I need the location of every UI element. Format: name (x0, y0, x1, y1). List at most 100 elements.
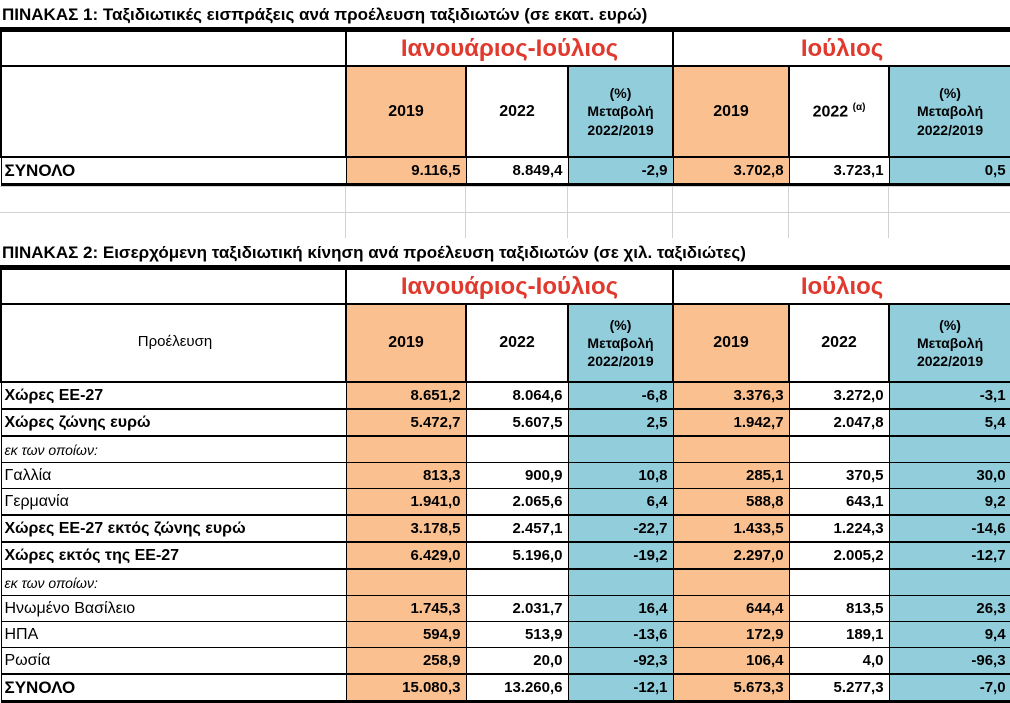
cell-jul-change: 0,5 (888, 156, 1010, 186)
row-label: Χώρες ζώνης ευρώ (0, 408, 347, 437)
cell-janjul-2019: 6.429,0 (345, 541, 467, 570)
row-label: Γαλλία (0, 462, 347, 489)
blank-grid-rows (0, 186, 1010, 238)
cell-jul-change: -7,0 (888, 673, 1010, 703)
table1-col-jul-change: (%) Μεταβολή 2022/2019 (888, 65, 1010, 158)
blank-cell (344, 186, 466, 213)
cell-jul-2022: 2.005,2 (788, 541, 890, 570)
cell-janjul-2019: 813,3 (345, 462, 467, 489)
table-row: Γαλλία 813,3 900,9 10,8 285,1 370,5 30,0 (0, 462, 1010, 489)
row-label: Ηνωμένο Βασίλειο (0, 595, 347, 622)
cell-jul-2019: 285,1 (672, 462, 790, 489)
row-label: Χώρες ΕΕ-27 εκτός ζώνης ευρώ (0, 514, 347, 543)
table1-corner-cell-2 (0, 65, 347, 158)
cell-janjul-2019: 1.745,3 (345, 595, 467, 622)
table1-body: ΣΥΝΟΛΟ 9.116,5 8.849,4 -2,9 3.702,8 3.72… (0, 156, 1010, 186)
blank-cell (566, 212, 673, 238)
blank-cell (887, 212, 1010, 238)
table2-col-jj-2022: 2022 (465, 303, 569, 383)
cell-janjul-2022: 5.196,0 (465, 541, 569, 570)
cell-janjul-change: -19,2 (567, 541, 674, 570)
cell-janjul-2019: 258,9 (345, 647, 467, 675)
cell-janjul-2019: 1.941,0 (345, 488, 467, 516)
cell-jul-2019: 2.297,0 (672, 541, 790, 570)
cell-janjul-2022: 2.457,1 (465, 514, 569, 543)
cell-janjul-2019: 15.080,3 (345, 673, 467, 703)
cell-janjul-2019 (345, 435, 467, 463)
cell-janjul-2022: 13.260,6 (465, 673, 569, 703)
table-row: Ρωσία 258,9 20,0 -92,3 106,4 4,0 -96,3 (0, 647, 1010, 675)
cell-jul-change: 26,3 (888, 595, 1010, 622)
row-label: Χώρες ΕΕ-27 (0, 381, 347, 410)
cell-janjul-2022: 513,9 (465, 621, 569, 648)
blank-cell (887, 186, 1010, 213)
cell-jul-2022: 4,0 (788, 647, 890, 675)
cell-jul-2019 (672, 568, 790, 596)
blank-cell (0, 186, 346, 213)
cell-jul-2022: 3.272,0 (788, 381, 890, 410)
cell-jul-2019: 172,9 (672, 621, 790, 648)
cell-janjul-2022: 20,0 (465, 647, 569, 675)
cell-janjul-change: -6,8 (567, 381, 674, 410)
cell-jul-2022: 2.047,8 (788, 408, 890, 437)
cell-jul-change: 9,4 (888, 621, 1010, 648)
cell-janjul-2019: 8.651,2 (345, 381, 467, 410)
table-row: Χώρες εκτός της ΕΕ-27 6.429,0 5.196,0 -1… (0, 541, 1010, 570)
row-label: Γερμανία (0, 488, 347, 516)
cell-janjul-2019: 594,9 (345, 621, 467, 648)
table-row: εκ των οποίων: (0, 568, 1010, 596)
table-row: Ηνωμένο Βασίλειο 1.745,3 2.031,7 16,4 64… (0, 595, 1010, 622)
table2-col-jj-2019: 2019 (345, 303, 467, 383)
row-label: ΗΠΑ (0, 621, 347, 648)
table2-arrivals: Ιανουάριος-Ιούλιος Ιούλιος Προέλευση 201… (0, 268, 1010, 703)
table-row: ΗΠΑ 594,9 513,9 -13,6 172,9 189,1 9,4 (0, 621, 1010, 648)
table1-corner-cell (0, 30, 347, 67)
table-row: ΣΥΝΟΛΟ 9.116,5 8.849,4 -2,9 3.702,8 3.72… (0, 156, 1010, 186)
cell-janjul-2022: 8.849,4 (465, 156, 569, 186)
blank-row (0, 212, 1010, 238)
blank-cell (787, 212, 889, 238)
table-row: Χώρες ΕΕ-27 εκτός ζώνης ευρώ 3.178,5 2.4… (0, 514, 1010, 543)
cell-janjul-change (567, 568, 674, 596)
cell-jul-change: 30,0 (888, 462, 1010, 489)
blank-cell (464, 186, 568, 213)
table1-col-jj-2019: 2019 (345, 65, 467, 158)
cell-janjul-change: -13,6 (567, 621, 674, 648)
table2-body: Χώρες ΕΕ-27 8.651,2 8.064,6 -6,8 3.376,3… (0, 381, 1010, 703)
cell-jul-change: -3,1 (888, 381, 1010, 410)
cell-jul-2022: 1.224,3 (788, 514, 890, 543)
cell-janjul-2022: 900,9 (465, 462, 569, 489)
blank-cell (566, 186, 673, 213)
table1-group-header-row: Ιανουάριος-Ιούλιος Ιούλιος (0, 30, 1010, 67)
cell-janjul-change: -12,1 (567, 673, 674, 703)
blank-cell (671, 212, 789, 238)
table1-col-jul-2022-year: 2022 (812, 103, 849, 121)
table2-title: ΠΙΝΑΚΑΣ 2: Εισερχόμενη ταξιδιωτική κίνησ… (0, 238, 1010, 268)
table2-rowhead-label: Προέλευση (0, 303, 347, 383)
cell-janjul-2022: 2.031,7 (465, 595, 569, 622)
table2-col-jul-change: (%) Μεταβολή 2022/2019 (888, 303, 1010, 383)
row-label: Ρωσία (0, 647, 347, 675)
cell-janjul-2022: 8.064,6 (465, 381, 569, 410)
cell-jul-2019: 644,4 (672, 595, 790, 622)
table-row: Χώρες ζώνης ευρώ 5.472,7 5.607,5 2,5 1.9… (0, 408, 1010, 437)
cell-janjul-2019: 9.116,5 (345, 156, 467, 186)
table1-col-jj-change: (%) Μεταβολή 2022/2019 (566, 65, 675, 158)
table2-corner-cell (0, 268, 347, 305)
cell-jul-2019: 1.433,5 (672, 514, 790, 543)
table1-col-jul-2019: 2019 (672, 65, 791, 158)
blank-cell (0, 212, 346, 238)
cell-jul-2019: 5.673,3 (672, 673, 790, 703)
cell-jul-2022: 3.723,1 (788, 156, 890, 186)
cell-janjul-2022 (465, 568, 569, 596)
cell-janjul-change: 16,4 (567, 595, 674, 622)
table1-period-header-jan-jul: Ιανουάριος-Ιούλιος (344, 30, 675, 67)
cell-janjul-2022: 2.065,6 (465, 488, 569, 516)
table1-title: ΠΙΝΑΚΑΣ 1: Ταξιδιωτικές εισπράξεις ανά π… (0, 0, 1010, 30)
cell-jul-change: 5,4 (888, 408, 1010, 437)
cell-jul-2019: 3.702,8 (672, 156, 790, 186)
row-label: ΣΥΝΟΛΟ (0, 156, 347, 186)
table2-period-header-jan-jul: Ιανουάριος-Ιούλιος (344, 268, 675, 305)
cell-jul-change: -12,7 (888, 541, 1010, 570)
table-row: Χώρες ΕΕ-27 8.651,2 8.064,6 -6,8 3.376,3… (0, 381, 1010, 410)
